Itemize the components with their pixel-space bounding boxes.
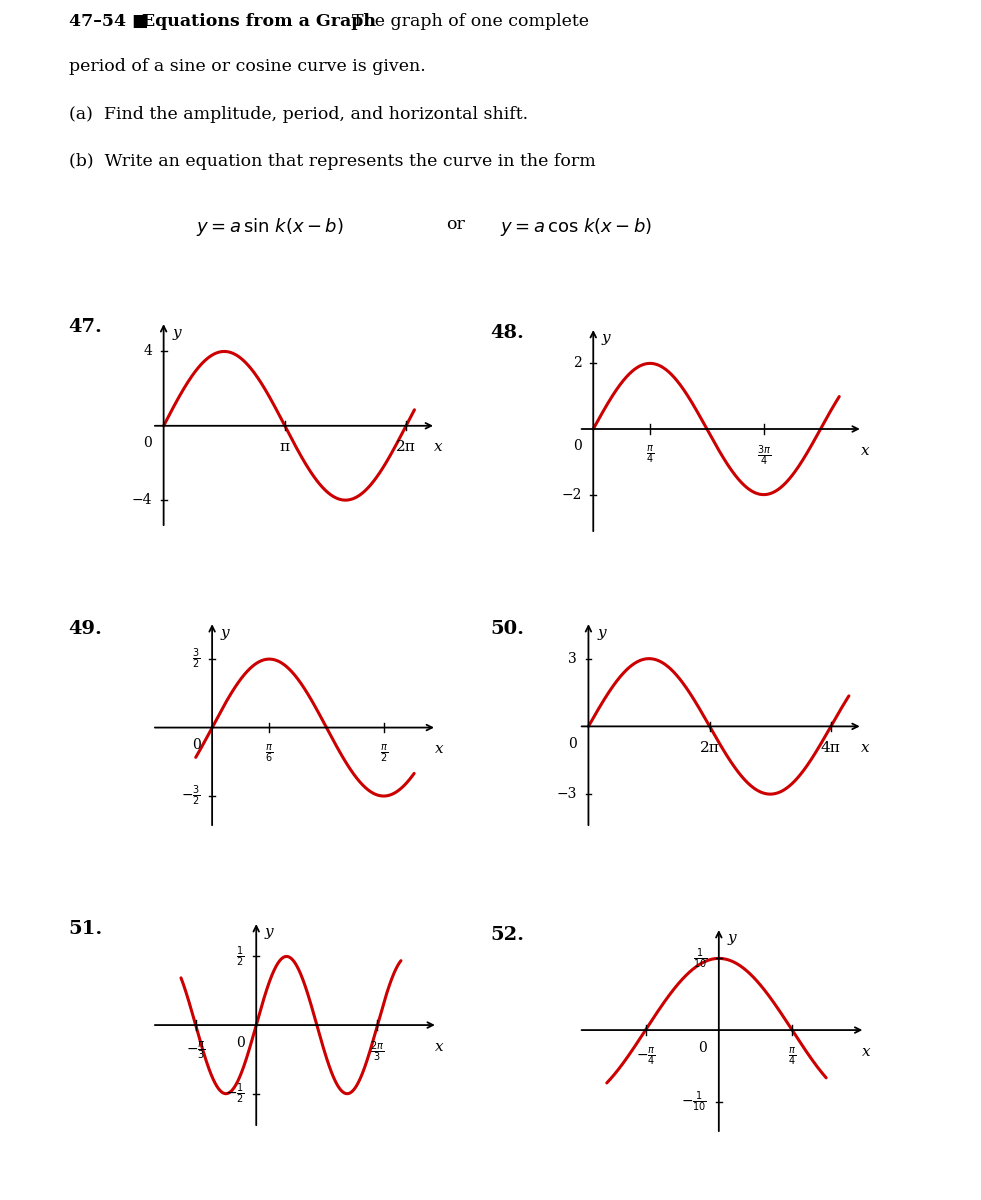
- Text: 0: 0: [568, 737, 577, 751]
- Text: 2: 2: [573, 356, 582, 371]
- Text: $\frac{1}{2}$: $\frac{1}{2}$: [236, 944, 244, 968]
- Text: y: y: [597, 625, 605, 640]
- Text: x: x: [861, 444, 870, 457]
- Text: $-\frac{1}{2}$: $-\frac{1}{2}$: [225, 1081, 244, 1106]
- Text: $-\frac{π}{3}$: $-\frac{π}{3}$: [185, 1039, 206, 1062]
- Text: 0: 0: [192, 738, 200, 752]
- Text: 47–54 ■: 47–54 ■: [69, 13, 154, 30]
- Text: $\frac{2π}{3}$: $\frac{2π}{3}$: [371, 1039, 385, 1064]
- Text: $-\frac{3}{2}$: $-\frac{3}{2}$: [181, 784, 200, 809]
- Text: 0: 0: [698, 1040, 707, 1055]
- Text: −4: −4: [131, 493, 152, 508]
- Text: y: y: [221, 625, 230, 640]
- Text: $\frac{π}{6}$: $\frac{π}{6}$: [265, 743, 274, 764]
- Text: $y = a\,\cos\,k(x - b)$: $y = a\,\cos\,k(x - b)$: [500, 216, 652, 239]
- Text: The graph of one complete: The graph of one complete: [341, 13, 590, 30]
- Text: 0: 0: [235, 1036, 244, 1050]
- Text: $\frac{3π}{4}$: $\frac{3π}{4}$: [756, 444, 771, 468]
- Text: y: y: [265, 925, 274, 940]
- Text: (b)  Write an equation that represents the curve in the form: (b) Write an equation that represents th…: [69, 154, 595, 170]
- Text: x: x: [435, 440, 443, 455]
- Text: y: y: [602, 331, 610, 346]
- Text: y: y: [728, 931, 736, 946]
- Text: $\frac{π}{4}$: $\frac{π}{4}$: [646, 444, 654, 466]
- Text: period of a sine or cosine curve is given.: period of a sine or cosine curve is give…: [69, 58, 426, 76]
- Text: $\frac{3}{2}$: $\frac{3}{2}$: [192, 647, 200, 671]
- Text: 4π: 4π: [821, 742, 841, 755]
- Text: 3: 3: [568, 652, 577, 666]
- Text: π: π: [280, 440, 290, 455]
- Text: $-\frac{1}{10}$: $-\frac{1}{10}$: [681, 1090, 707, 1114]
- Text: 50.: 50.: [490, 620, 525, 638]
- Text: 47.: 47.: [69, 318, 103, 336]
- Text: 4: 4: [143, 344, 152, 359]
- Text: $\frac{π}{2}$: $\frac{π}{2}$: [380, 743, 387, 764]
- Text: 48.: 48.: [490, 324, 525, 342]
- Text: $-\frac{π}{4}$: $-\frac{π}{4}$: [636, 1045, 655, 1067]
- Text: (a)  Find the amplitude, period, and horizontal shift.: (a) Find the amplitude, period, and hori…: [69, 106, 528, 122]
- Text: −2: −2: [561, 487, 582, 502]
- Text: 49.: 49.: [69, 620, 103, 638]
- Text: Equations from a Graph: Equations from a Graph: [142, 13, 377, 30]
- Text: x: x: [436, 1039, 444, 1054]
- Text: 0: 0: [573, 439, 582, 454]
- Text: x: x: [862, 1045, 871, 1058]
- Text: 2π: 2π: [699, 742, 720, 755]
- Text: 51.: 51.: [69, 920, 103, 938]
- Text: $\frac{π}{4}$: $\frac{π}{4}$: [788, 1045, 797, 1067]
- Text: −3: −3: [556, 787, 577, 802]
- Text: x: x: [861, 742, 870, 755]
- Text: 52.: 52.: [490, 926, 525, 944]
- Text: $y = a\,\sin\,k(x - b)$: $y = a\,\sin\,k(x - b)$: [196, 216, 344, 239]
- Text: $\frac{1}{10}$: $\frac{1}{10}$: [693, 947, 707, 971]
- Text: 2π: 2π: [396, 440, 416, 455]
- Text: 0: 0: [143, 437, 152, 450]
- Text: y: y: [173, 325, 181, 340]
- Text: x: x: [435, 743, 443, 756]
- Text: or: or: [446, 216, 465, 234]
